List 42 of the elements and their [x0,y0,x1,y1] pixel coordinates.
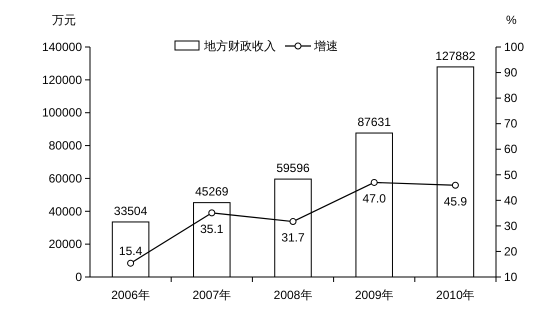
y2-tick-label: 40 [504,193,518,208]
data-label: 31.7 [281,230,305,245]
y2-tick-label: 100 [504,40,524,54]
data-label: 47.0 [362,191,386,206]
point [208,209,216,216]
y-tick-label: 80000 [48,138,82,153]
data-label: 15.4 [118,244,143,258]
legend-label: 地方财政收入 [203,39,276,53]
y2-tick-label: 90 [504,66,518,80]
point [452,182,459,189]
y2-tick-label: 10 [504,270,518,284]
y2-tick-label: 50 [504,168,518,182]
data-label: 33504 [114,204,148,218]
x-tick-label: 2010年 [436,288,475,302]
y2-tick-label: 20 [504,244,518,258]
legend-label: 增速 [313,39,338,53]
y-tick-label: 20000 [48,237,82,252]
data-label: 127882 [435,48,476,63]
x-tick-label: 2009年 [354,288,394,302]
y-tick-label: 60000 [48,171,82,186]
y-axis-title: 万元 [52,13,76,27]
y-tick-label: 140000 [42,40,82,54]
y-tick-label: 120000 [42,72,82,87]
y-tick-label: 0 [75,270,82,284]
x-tick-label: 2007年 [192,288,232,302]
data-label: 87631 [358,115,392,130]
y2-tick-label: 60 [504,142,518,156]
data-label: 45269 [195,184,229,199]
data-label: 45.9 [444,194,468,208]
y-tick-label: 40000 [48,204,82,218]
y2-tick-label: 30 [504,218,518,233]
point [370,178,378,186]
point [290,218,296,226]
data-label: 35.1 [200,222,224,236]
point [127,260,134,267]
x-tick-label: 2008年 [274,288,312,302]
data-label: 59596 [276,161,310,176]
y2-axis-title: % [506,13,517,27]
y2-tick-label: 70 [504,116,518,131]
x-tick-label: 2006年 [111,288,150,302]
y-tick-label: 100000 [42,106,82,120]
y2-tick-label: 80 [504,91,518,106]
